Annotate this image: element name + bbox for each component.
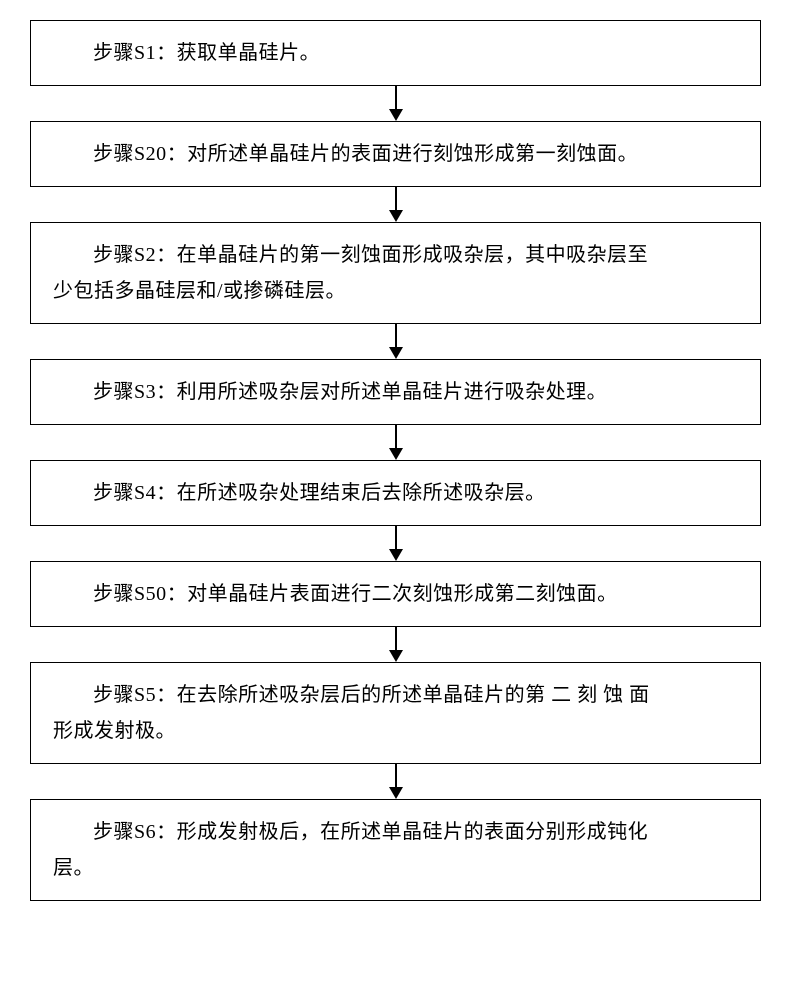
step-s5-box: 步骤S5：在去除所述吸杂层后的所述单晶硅片的第 二 刻 蚀 面 形成发射极。 xyxy=(30,662,761,764)
arrow-line xyxy=(395,526,397,549)
arrow-line xyxy=(395,425,397,448)
step-s20-text: 步骤S20：对所述单晶硅片的表面进行刻蚀形成第一刻蚀面。 xyxy=(53,136,738,172)
step-s50-box: 步骤S50：对单晶硅片表面进行二次刻蚀形成第二刻蚀面。 xyxy=(30,561,761,627)
step-s5-prefix: 步骤S5：在去除所述吸杂层后的所述单晶硅片的 xyxy=(93,684,525,706)
arrow-line xyxy=(395,627,397,650)
arrow-line xyxy=(395,86,397,109)
step-s2-box: 步骤S2：在单晶硅片的第一刻蚀面形成吸杂层，其中吸杂层至 少包括多晶硅层和/或掺… xyxy=(30,222,761,324)
step-s6-text-line1: 步骤S6：形成发射极后，在所述单晶硅片的表面分别形成钝化 xyxy=(53,814,738,850)
arrow-line xyxy=(395,187,397,210)
step-s6-text-line2: 层。 xyxy=(53,850,738,886)
arrow-head xyxy=(389,109,403,121)
arrow-head xyxy=(389,787,403,799)
step-s50-text: 步骤S50：对单晶硅片表面进行二次刻蚀形成第二刻蚀面。 xyxy=(53,576,738,612)
step-s4-box: 步骤S4：在所述吸杂处理结束后去除所述吸杂层。 xyxy=(30,460,761,526)
step-s4-text: 步骤S4：在所述吸杂处理结束后去除所述吸杂层。 xyxy=(53,475,738,511)
arrow-head xyxy=(389,650,403,662)
step-s5-spaced: 第 二 刻 蚀 面 xyxy=(525,684,650,706)
step-s5-text-line2: 形成发射极。 xyxy=(53,713,738,749)
arrow-line xyxy=(395,324,397,347)
arrow-3 xyxy=(389,324,403,359)
step-s5-text-line1: 步骤S5：在去除所述吸杂层后的所述单晶硅片的第 二 刻 蚀 面 xyxy=(53,677,738,713)
arrow-head xyxy=(389,448,403,460)
flowchart-container: 步骤S1：获取单晶硅片。 步骤S20：对所述单晶硅片的表面进行刻蚀形成第一刻蚀面… xyxy=(30,20,761,901)
step-s6-box: 步骤S6：形成发射极后，在所述单晶硅片的表面分别形成钝化 层。 xyxy=(30,799,761,901)
arrow-5 xyxy=(389,526,403,561)
arrow-4 xyxy=(389,425,403,460)
arrow-head xyxy=(389,347,403,359)
arrow-6 xyxy=(389,627,403,662)
step-s1-text: 步骤S1：获取单晶硅片。 xyxy=(53,35,738,71)
step-s1-box: 步骤S1：获取单晶硅片。 xyxy=(30,20,761,86)
arrow-1 xyxy=(389,86,403,121)
arrow-line xyxy=(395,764,397,787)
step-s3-box: 步骤S3：利用所述吸杂层对所述单晶硅片进行吸杂处理。 xyxy=(30,359,761,425)
step-s3-text: 步骤S3：利用所述吸杂层对所述单晶硅片进行吸杂处理。 xyxy=(53,374,738,410)
arrow-head xyxy=(389,549,403,561)
arrow-2 xyxy=(389,187,403,222)
arrow-7 xyxy=(389,764,403,799)
step-s20-box: 步骤S20：对所述单晶硅片的表面进行刻蚀形成第一刻蚀面。 xyxy=(30,121,761,187)
step-s2-text-line1: 步骤S2：在单晶硅片的第一刻蚀面形成吸杂层，其中吸杂层至 xyxy=(53,237,738,273)
step-s2-text-line2: 少包括多晶硅层和/或掺磷硅层。 xyxy=(53,273,738,309)
arrow-head xyxy=(389,210,403,222)
